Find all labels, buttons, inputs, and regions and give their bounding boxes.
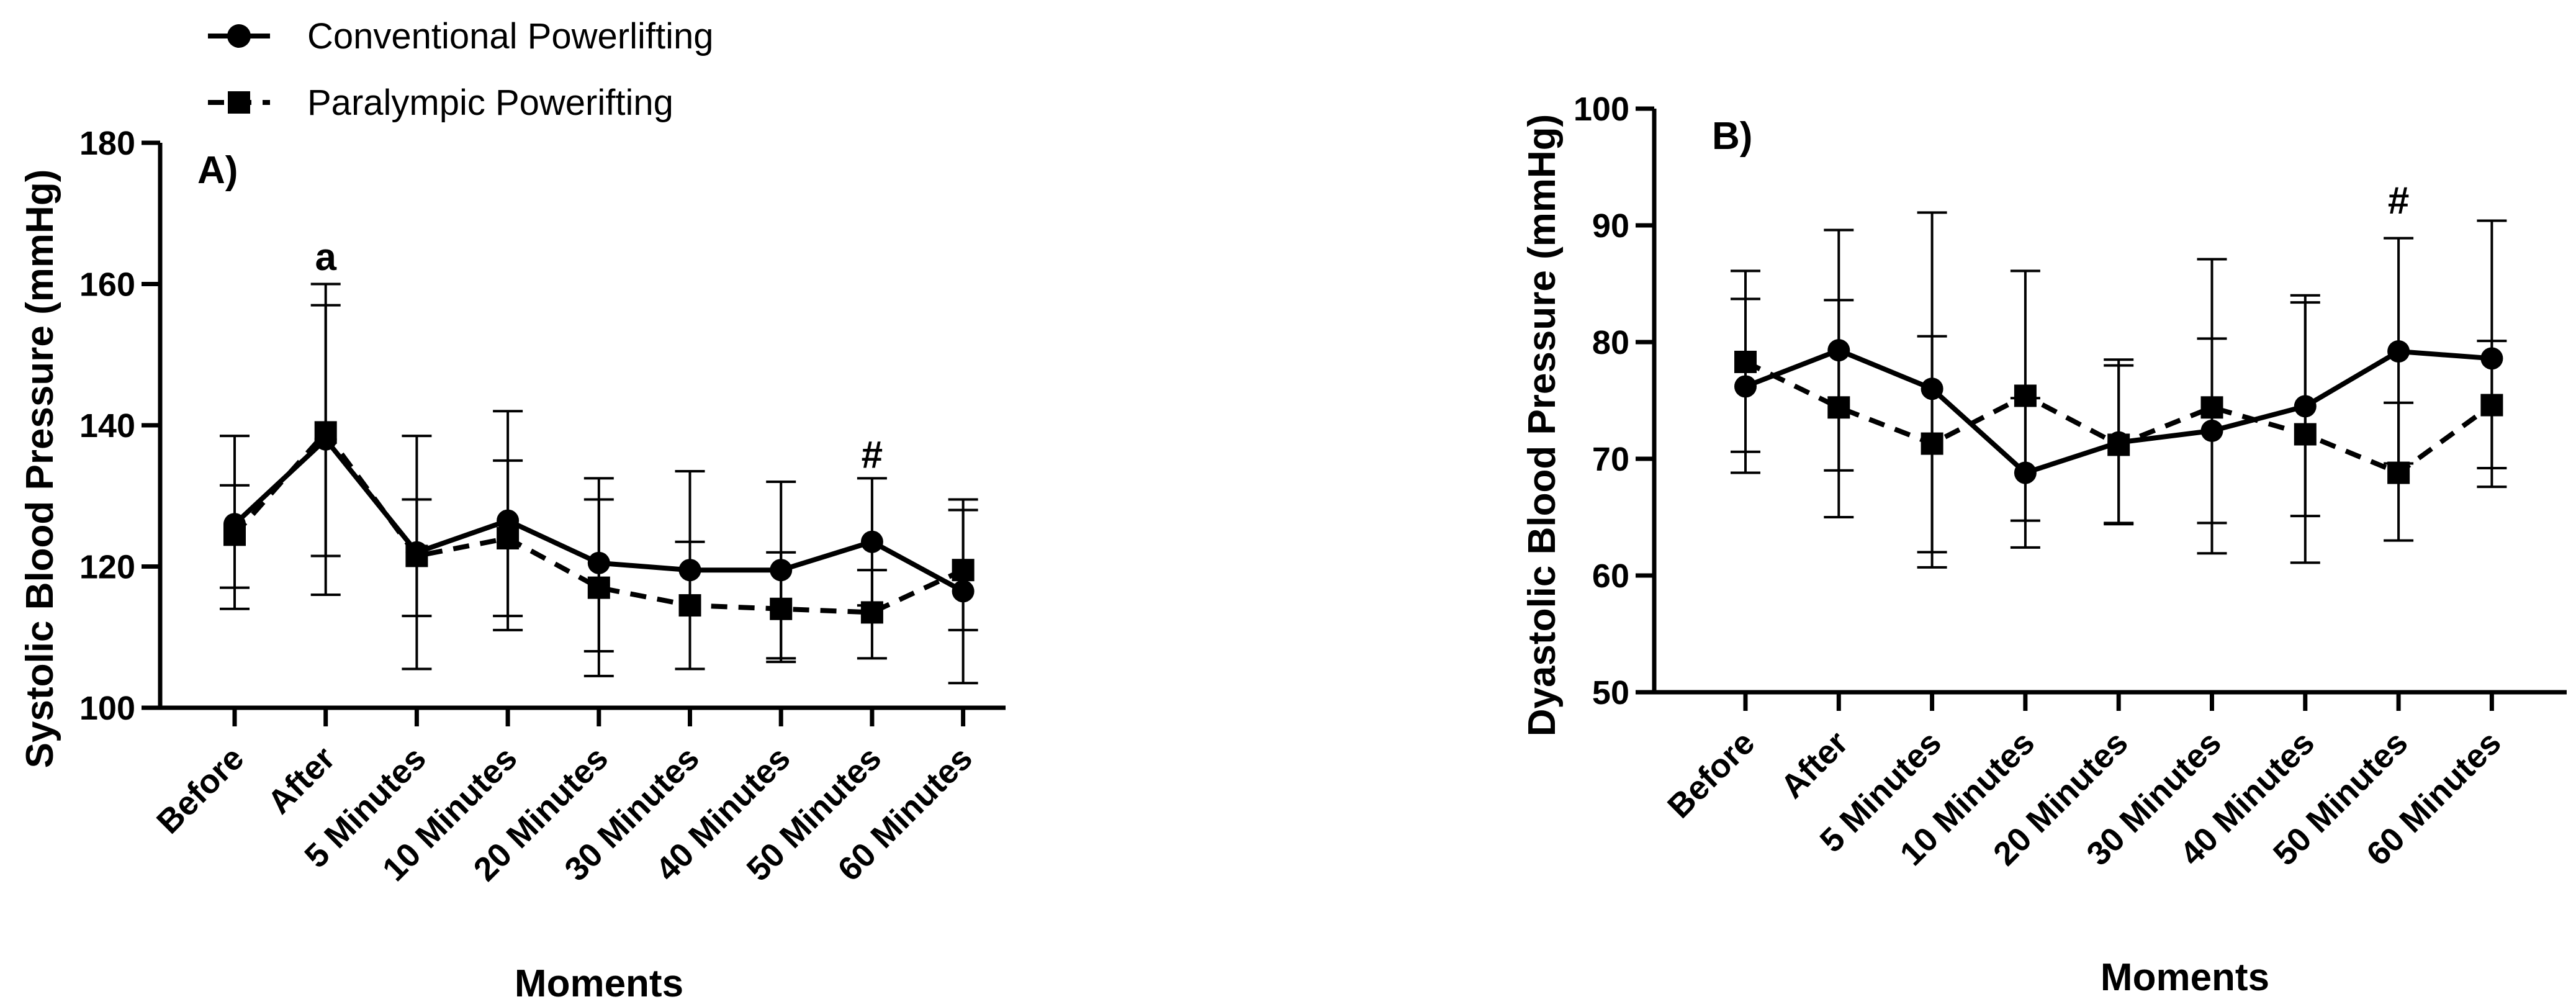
error-bar-paralympic — [2197, 337, 2227, 525]
legend-marker-square — [228, 91, 250, 114]
annotation-label: # — [2388, 179, 2409, 222]
panel-label-b: B) — [1712, 115, 1752, 158]
legend-item-conventional: Conventional Powerlifting — [208, 16, 713, 56]
data-point-conventional — [860, 530, 883, 553]
legend-item-paralympic: Paralympic Powerifting — [208, 83, 673, 123]
x-tick-label: After — [1773, 724, 1855, 806]
legend-label-conventional: Conventional Powerlifting — [307, 16, 713, 56]
error-bar-paralympic — [402, 498, 432, 671]
x-tick-label: After — [261, 739, 343, 821]
x-axis-label-a: Moments — [515, 962, 683, 1005]
legend-label-paralympic: Paralympic Powerifting — [307, 83, 673, 123]
y-tick-label: 160 — [79, 266, 135, 304]
data-point-paralympic — [1921, 432, 1943, 455]
data-point-paralympic — [2387, 461, 2410, 484]
data-point-paralympic — [952, 559, 975, 582]
data-point-conventional — [2387, 340, 2410, 363]
error-bar-paralympic — [220, 435, 250, 610]
y-axis-label-b: Dyastolic Blood Pressure (mmHg) — [1521, 114, 1564, 737]
data-point-paralympic — [2200, 396, 2223, 419]
data-point-paralympic — [2294, 423, 2317, 446]
y-tick-label: 60 — [1592, 558, 1629, 595]
data-point-paralympic — [2107, 433, 2130, 456]
data-point-paralympic — [1734, 350, 1757, 373]
legend: Conventional Powerlifting Paralympic Pow… — [208, 16, 713, 123]
error-bar-paralympic — [583, 498, 614, 653]
data-point-paralympic — [314, 421, 337, 444]
y-tick-label: 80 — [1592, 324, 1629, 361]
data-point-paralympic — [2480, 394, 2503, 417]
y-tick-label: 120 — [79, 549, 135, 586]
data-point-paralympic — [223, 523, 246, 546]
y-tick-label: 100 — [1574, 91, 1629, 128]
y-axis-label-a: Systolic Blood Pressure (mmHg) — [19, 169, 61, 769]
data-point-paralympic — [587, 576, 610, 599]
data-point-paralympic — [405, 544, 428, 567]
x-tick-label: Before — [150, 739, 251, 841]
x-axis-label-b: Moments — [2101, 956, 2269, 999]
data-point-paralympic — [860, 601, 883, 624]
data-point-paralympic — [2014, 384, 2037, 407]
chart-panel-b: B) Dyastolic Blood Pressure (mmHg) Momen… — [1521, 91, 2567, 999]
y-tick-label: 140 — [79, 407, 135, 445]
annotation-label: # — [862, 433, 883, 476]
panel-label-a: A) — [197, 149, 238, 192]
data-point-paralympic — [770, 597, 793, 620]
y-tick-label: 100 — [79, 690, 135, 727]
y-tick-label: 50 — [1592, 674, 1629, 711]
data-point-paralympic — [497, 527, 520, 549]
data-point-paralympic — [678, 594, 701, 617]
y-tick-label: 70 — [1592, 441, 1629, 478]
data-point-paralympic — [1827, 396, 1850, 419]
legend-marker-circle — [227, 24, 251, 48]
y-tick-label: 90 — [1592, 207, 1629, 245]
chart-panel-a: A) Systolic Blood Pressure (mmHg) Moment… — [19, 125, 1006, 1005]
y-tick-label: 180 — [79, 125, 135, 162]
annotation-label: a — [315, 236, 336, 279]
x-tick-label: Before — [1660, 724, 1762, 825]
